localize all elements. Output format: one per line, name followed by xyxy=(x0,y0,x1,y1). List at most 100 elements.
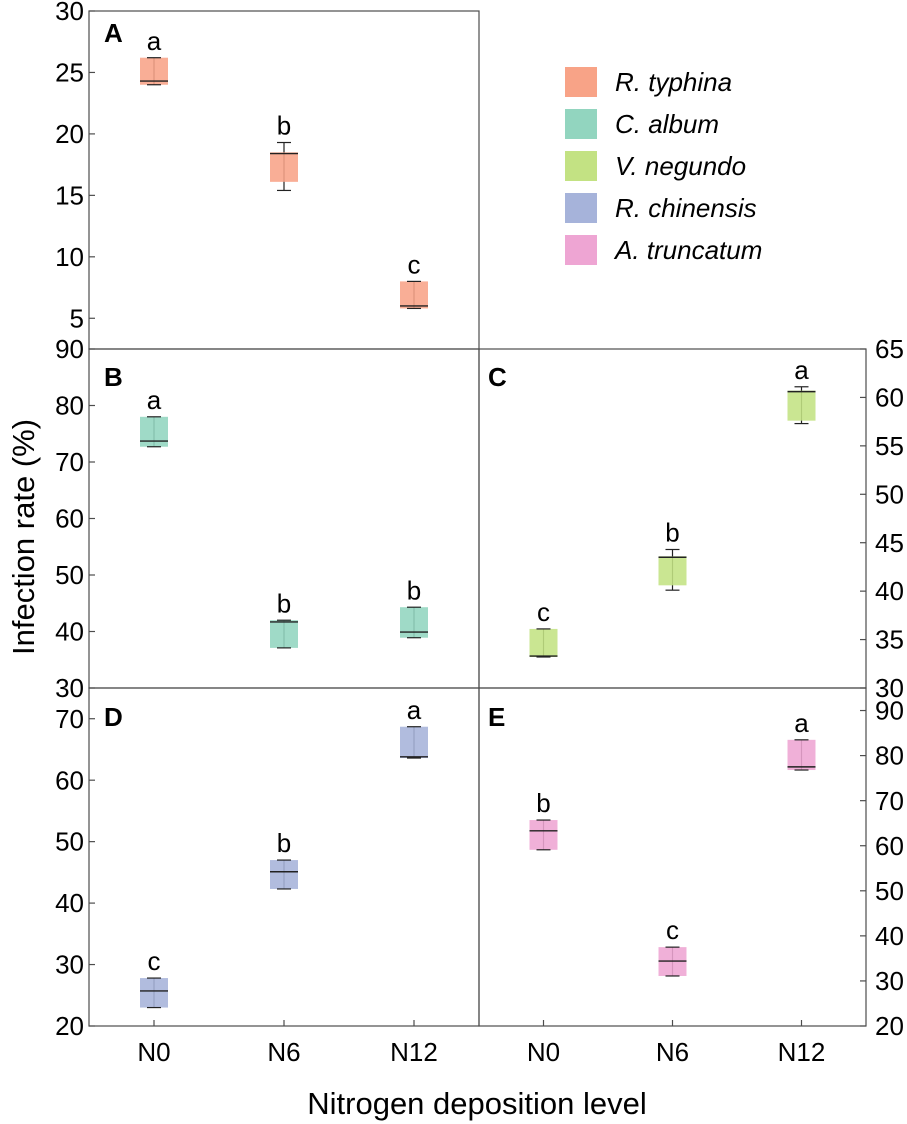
panel-B-ytick-label-30: 30 xyxy=(55,673,84,703)
panel-E-N6-letter: c xyxy=(666,915,679,945)
panel-A-ytick-label-25: 25 xyxy=(55,58,84,88)
panel-B-N0-letter: a xyxy=(147,385,162,415)
panel-label-E: E xyxy=(488,702,505,732)
legend-label-c-album: C. album xyxy=(615,109,719,139)
panel-C-ytick-label-55: 55 xyxy=(875,431,904,461)
panel-label-C: C xyxy=(488,362,507,392)
panel-B-ytick-label-50: 50 xyxy=(55,560,84,590)
panel-C-ytick-label-50: 50 xyxy=(875,479,904,509)
panel-C: C 30 35 40 45 50 55 60 65 c b a xyxy=(478,334,904,703)
legend-label-r-chinensis: R. chinensis xyxy=(615,193,757,223)
panel-A-N6-box xyxy=(270,152,298,182)
panel-E-xtick-label-N12: N12 xyxy=(778,1037,826,1067)
panel-C-ytick-label-65: 65 xyxy=(875,334,904,364)
panel-D-ytick-label-20: 20 xyxy=(55,1011,84,1041)
panel-E-N0-letter: b xyxy=(536,788,550,818)
legend-item-v-negundo: V. negundo xyxy=(565,151,746,181)
panel-A-N12-box xyxy=(400,281,428,309)
panel-E-xtick-label-N6: N6 xyxy=(656,1037,689,1067)
panel-D-ytick-label-70: 70 xyxy=(55,704,84,734)
panel-B-ytick-label-70: 70 xyxy=(55,447,84,477)
legend-item-r-chinensis: R. chinensis xyxy=(565,193,757,223)
panel-C-N12-letter: a xyxy=(794,355,809,385)
panel-C-N6-box xyxy=(658,556,687,586)
panel-D-xtick-label-N6: N6 xyxy=(267,1037,300,1067)
panel-E: E 20 30 40 50 60 70 80 90 b c a N0 N6 N12 xyxy=(478,687,904,1067)
panel-C-N0-box xyxy=(529,628,558,658)
panel-B-N12-letter: b xyxy=(407,575,421,605)
panel-C-ytick-label-45: 45 xyxy=(875,528,904,558)
panel-A-ytick-label-10: 10 xyxy=(55,242,84,272)
panel-D-ytick-label-60: 60 xyxy=(55,765,84,795)
panel-C-N12-box xyxy=(787,390,816,421)
panel-E-ytick-label-30: 30 xyxy=(875,966,904,996)
panel-B: B 30 40 50 60 70 80 90 a b b xyxy=(55,334,480,703)
panel-E-N0-box xyxy=(529,820,558,850)
panel-B-ytick-label-40: 40 xyxy=(55,617,84,647)
panel-B-ytick-label-90: 90 xyxy=(55,334,84,364)
panel-D-N12-box xyxy=(400,726,428,759)
panel-C-N0-letter: c xyxy=(537,597,550,627)
panel-D-ytick-label-30: 30 xyxy=(55,950,84,980)
panel-E-ytick-label-60: 60 xyxy=(875,831,904,861)
panel-D-N6-letter: b xyxy=(277,828,291,858)
legend-item-a-truncatum: A. truncatum xyxy=(565,235,762,265)
panel-B-ytick-label-80: 80 xyxy=(55,391,84,421)
panel-B-N12-box xyxy=(400,607,428,638)
panel-E-xtick-label-N0: N0 xyxy=(527,1037,560,1067)
panel-A-ytick-label-30: 30 xyxy=(55,0,84,26)
legend-item-r-typhina: R. typhina xyxy=(565,67,732,97)
panel-C-ytick-label-35: 35 xyxy=(875,625,904,655)
panel-D-N0-box xyxy=(140,978,168,1008)
legend-swatch-r-chinensis xyxy=(565,193,597,223)
legend-swatch-c-album xyxy=(565,109,597,139)
panel-B-N6-box xyxy=(270,620,298,648)
panel-E-ytick-label-50: 50 xyxy=(875,876,904,906)
panel-D-N6-box xyxy=(270,860,298,889)
panel-E-ytick-label-80: 80 xyxy=(875,741,904,771)
panel-C-ytick-label-60: 60 xyxy=(875,383,904,413)
panel-E-ytick-label-20: 20 xyxy=(875,1011,904,1041)
legend-swatch-v-negundo xyxy=(565,151,597,181)
panel-A-ytick-label-20: 20 xyxy=(55,119,84,149)
legend-swatch-a-truncatum xyxy=(565,235,597,265)
x-axis-title: Nitrogen deposition level xyxy=(307,1086,647,1121)
panel-D-xtick-label-N12: N12 xyxy=(390,1037,438,1067)
panel-B-N0-box xyxy=(140,416,168,447)
legend-label-a-truncatum: A. truncatum xyxy=(613,235,762,265)
panel-B-ytick-label-60: 60 xyxy=(55,504,84,534)
panel-D: D 20 30 40 50 60 70 c b a N0 N6 N12 xyxy=(55,687,480,1067)
legend: R. typhina C. album V. negundo R. chinen… xyxy=(565,67,762,265)
panel-label-A: A xyxy=(104,18,123,48)
panel-E-ytick-label-40: 40 xyxy=(875,921,904,951)
panel-E-ytick-label-70: 70 xyxy=(875,786,904,816)
panel-C-ytick-label-40: 40 xyxy=(875,576,904,606)
panel-B-N6-letter: b xyxy=(277,588,291,618)
legend-label-v-negundo: V. negundo xyxy=(615,151,746,181)
panel-D-xtick-label-N0: N0 xyxy=(137,1037,170,1067)
legend-swatch-r-typhina xyxy=(565,67,597,97)
panel-D-N0-letter: c xyxy=(148,946,161,976)
panel-C-N6-letter: b xyxy=(665,518,679,548)
legend-item-c-album: C. album xyxy=(565,109,719,139)
panel-E-ytick-label-90: 90 xyxy=(875,696,904,726)
panel-A-N6-letter: b xyxy=(277,111,291,141)
panel-A-ytick-label-15: 15 xyxy=(55,180,84,210)
panels: A 5 10 15 20 25 30 a b c B 30 40 50 60 70 80 90 a b b C 30 35 40… xyxy=(55,0,904,1067)
legend-label-r-typhina: R. typhina xyxy=(615,67,732,97)
panel-C-ytick-label-30: 30 xyxy=(875,673,904,703)
panel-label-B: B xyxy=(104,362,123,392)
panel-A-N12-letter: c xyxy=(408,250,421,280)
panel-D-ytick-label-40: 40 xyxy=(55,888,84,918)
y-axis-title: Infection rate (%) xyxy=(6,419,41,655)
panel-label-D: D xyxy=(104,702,123,732)
panel-A: A 5 10 15 20 25 30 a b c xyxy=(55,0,480,350)
panel-E-N12-box xyxy=(787,739,816,771)
panel-A-ytick-label-5: 5 xyxy=(70,303,84,333)
panel-E-N12-letter: a xyxy=(794,708,809,738)
panel-D-N12-letter: a xyxy=(407,695,422,725)
panel-A-N0-letter: a xyxy=(147,26,162,56)
panel-A-N0-box xyxy=(140,57,168,85)
